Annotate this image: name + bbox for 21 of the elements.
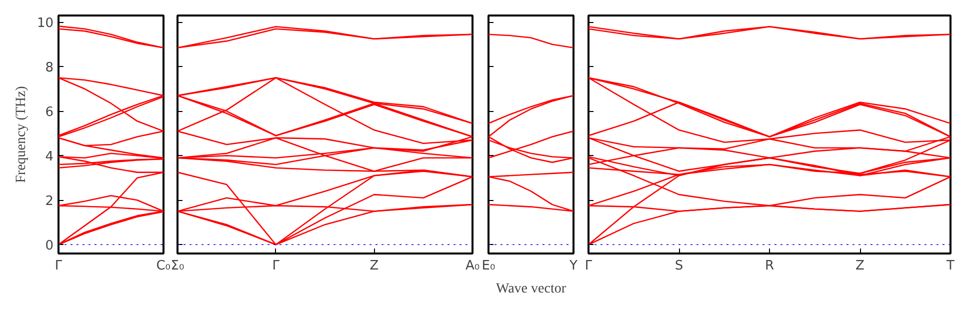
x-tick-label: C₀ xyxy=(156,258,171,274)
y-tick-label: 10 xyxy=(36,16,54,32)
x-tick-label: Y xyxy=(568,258,578,274)
x-tick-label: Γ xyxy=(272,258,280,274)
x-tick-label: A₀ xyxy=(465,258,480,274)
y-tick-label: 0 xyxy=(45,238,54,254)
x-tick-label: Γ xyxy=(584,258,593,274)
x-axis-title: Wave vector xyxy=(496,282,566,296)
x-tick-label: R xyxy=(764,258,774,274)
x-tick-label: Z xyxy=(856,258,865,274)
x-tick-label: Σ₀ xyxy=(170,258,184,274)
x-tick-label: Z xyxy=(370,258,379,274)
x-tick-label: S xyxy=(674,258,684,274)
y-axis-title: Frequency (THz) xyxy=(14,86,29,183)
y-tick-label: 6 xyxy=(45,105,54,120)
y-tick-label: 8 xyxy=(45,60,54,76)
y-tick-label: 4 xyxy=(45,150,54,165)
x-tick-label: E₀ xyxy=(482,258,496,274)
y-tick-label: 2 xyxy=(45,194,54,210)
x-tick-label: T xyxy=(946,258,955,274)
x-tick-label: Γ xyxy=(54,258,63,274)
